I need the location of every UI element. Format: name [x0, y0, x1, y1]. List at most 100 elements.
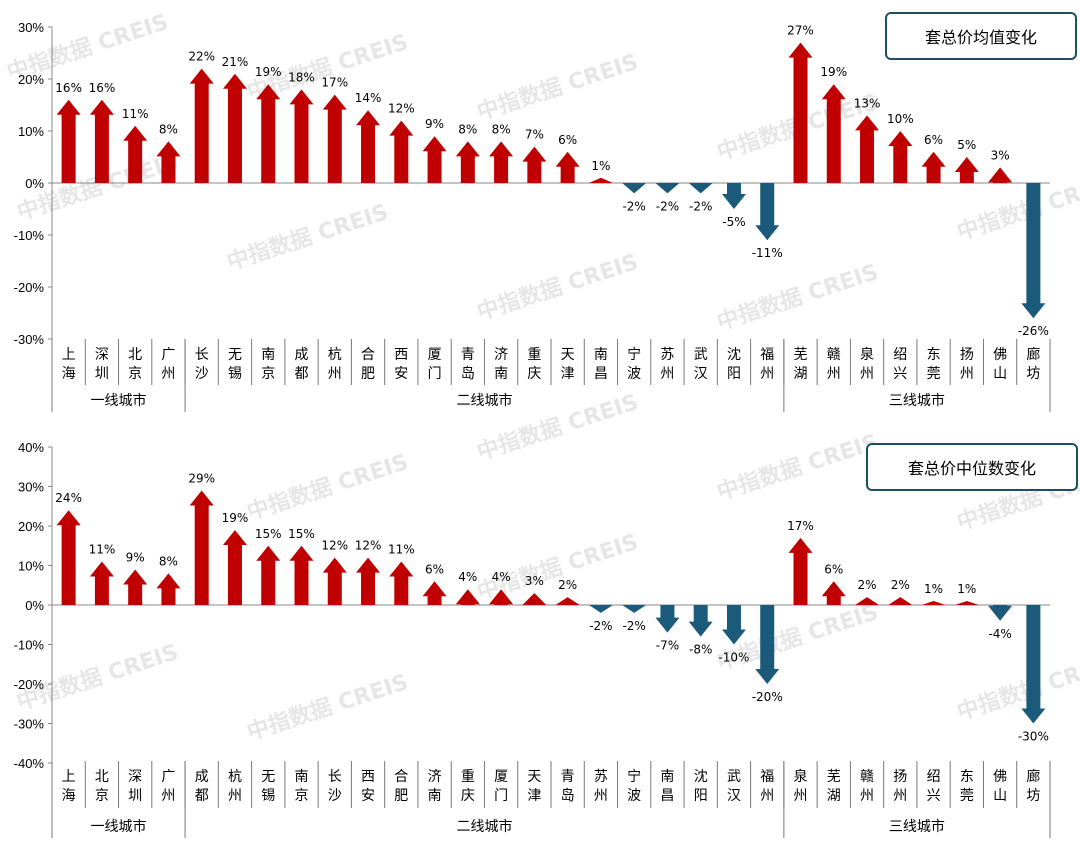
- category-label: 上: [62, 347, 76, 363]
- category-label: 北: [128, 347, 142, 363]
- bar-arrow: [522, 146, 547, 183]
- data-label: 3%: [525, 574, 544, 588]
- category-label: 西: [361, 769, 375, 785]
- category-label: 州: [660, 366, 674, 382]
- category-label: 佛: [993, 347, 1007, 363]
- category-label: 庆: [461, 788, 475, 804]
- data-label: 11%: [122, 107, 149, 121]
- y-tick-label: -20%: [14, 280, 45, 295]
- bar-arrow: [256, 545, 281, 605]
- data-label: 12%: [321, 539, 348, 553]
- category-label: 福: [760, 347, 774, 363]
- category-label: 坊: [1026, 366, 1040, 382]
- group-label: 三线城市: [889, 818, 945, 835]
- category-label: 南: [261, 347, 275, 363]
- category-label: 广: [161, 769, 175, 785]
- data-label: 6%: [425, 562, 444, 576]
- category-label: 京: [128, 366, 142, 382]
- bar-arrow: [755, 605, 780, 684]
- category-label: 泉: [794, 768, 808, 785]
- bar-arrow: [455, 589, 480, 605]
- category-label: 杭: [328, 347, 342, 363]
- data-label: -11%: [752, 246, 783, 260]
- data-label: 3%: [991, 148, 1010, 162]
- data-label: 6%: [824, 562, 843, 576]
- category-label: 芜: [794, 346, 808, 363]
- category-label: 无: [261, 769, 275, 785]
- data-label: -20%: [752, 690, 783, 704]
- category-label: 莞: [960, 788, 974, 804]
- bar-arrow: [954, 157, 979, 183]
- category-label: 重: [461, 769, 475, 785]
- bar-arrow: [888, 131, 913, 183]
- category-label: 沈: [727, 347, 741, 363]
- bar-arrow: [389, 561, 414, 605]
- data-label: 7%: [525, 128, 544, 142]
- y-tick-label: 0%: [25, 176, 44, 191]
- bar-arrow: [322, 557, 347, 605]
- bar-arrow: [89, 561, 114, 605]
- bar-arrow: [89, 99, 114, 183]
- category-label: 州: [794, 788, 808, 804]
- data-label: 19%: [222, 511, 249, 525]
- category-label: 南: [295, 769, 309, 785]
- category-label: 京: [295, 788, 309, 804]
- data-label: 2%: [891, 578, 910, 592]
- data-label: -5%: [722, 215, 745, 229]
- category-label: 圳: [95, 366, 109, 382]
- category-label: 芜: [827, 768, 841, 785]
- bar-arrow: [821, 581, 846, 605]
- y-tick-label: -30%: [14, 332, 45, 347]
- category-label: 武: [727, 769, 741, 785]
- category-label: 合: [361, 347, 375, 363]
- group-label: 二线城市: [456, 818, 512, 835]
- category-label: 兴: [927, 788, 941, 804]
- data-label: 12%: [355, 539, 382, 553]
- y-tick-label: 0%: [25, 598, 44, 613]
- data-label: 27%: [787, 24, 814, 38]
- category-label: 长: [195, 347, 209, 363]
- bar-arrow: [222, 73, 247, 183]
- data-label: -7%: [656, 639, 679, 653]
- category-label: 长: [328, 769, 342, 785]
- category-label: 绍: [893, 347, 907, 363]
- bar-arrow: [522, 593, 547, 605]
- bar-arrow: [422, 136, 447, 183]
- category-label: 杭: [228, 769, 242, 785]
- category-label: 上: [62, 769, 76, 785]
- data-label: 8%: [159, 122, 178, 136]
- data-label: 15%: [255, 527, 282, 541]
- category-label: 南: [428, 788, 442, 804]
- data-label: 17%: [787, 519, 814, 533]
- bar-arrow: [855, 115, 880, 183]
- data-label: -2%: [689, 199, 712, 213]
- category-label: 波: [627, 788, 641, 804]
- category-label: 天: [561, 347, 575, 363]
- data-label: 14%: [355, 91, 382, 105]
- category-label: 济: [428, 769, 442, 785]
- category-label: 苏: [594, 769, 608, 785]
- category-label: 赣: [860, 769, 874, 785]
- category-label: 绍: [927, 769, 941, 785]
- category-label: 合: [394, 769, 408, 785]
- data-label: 29%: [188, 471, 215, 485]
- category-label: 海: [62, 788, 76, 804]
- y-tick-label: 40%: [18, 440, 44, 455]
- category-label: 沈: [694, 769, 708, 785]
- watermark-text: 中指数据 CREIS: [714, 259, 882, 336]
- category-label: 州: [760, 366, 774, 382]
- watermark-text: 中指数据 CREIS: [954, 649, 1080, 726]
- data-label: 9%: [425, 117, 444, 131]
- category-label: 重: [527, 347, 541, 363]
- category-label: 山: [993, 366, 1007, 382]
- data-label: 8%: [458, 122, 477, 136]
- data-label: 16%: [55, 81, 82, 95]
- category-label: 武: [694, 347, 708, 363]
- bar-arrow: [588, 177, 613, 183]
- category-label: 天: [527, 769, 541, 785]
- bar-arrow: [356, 557, 381, 605]
- category-label: 安: [394, 366, 408, 382]
- bar-arrow: [189, 68, 214, 183]
- watermark-text: 中指数据 CREIS: [474, 249, 642, 326]
